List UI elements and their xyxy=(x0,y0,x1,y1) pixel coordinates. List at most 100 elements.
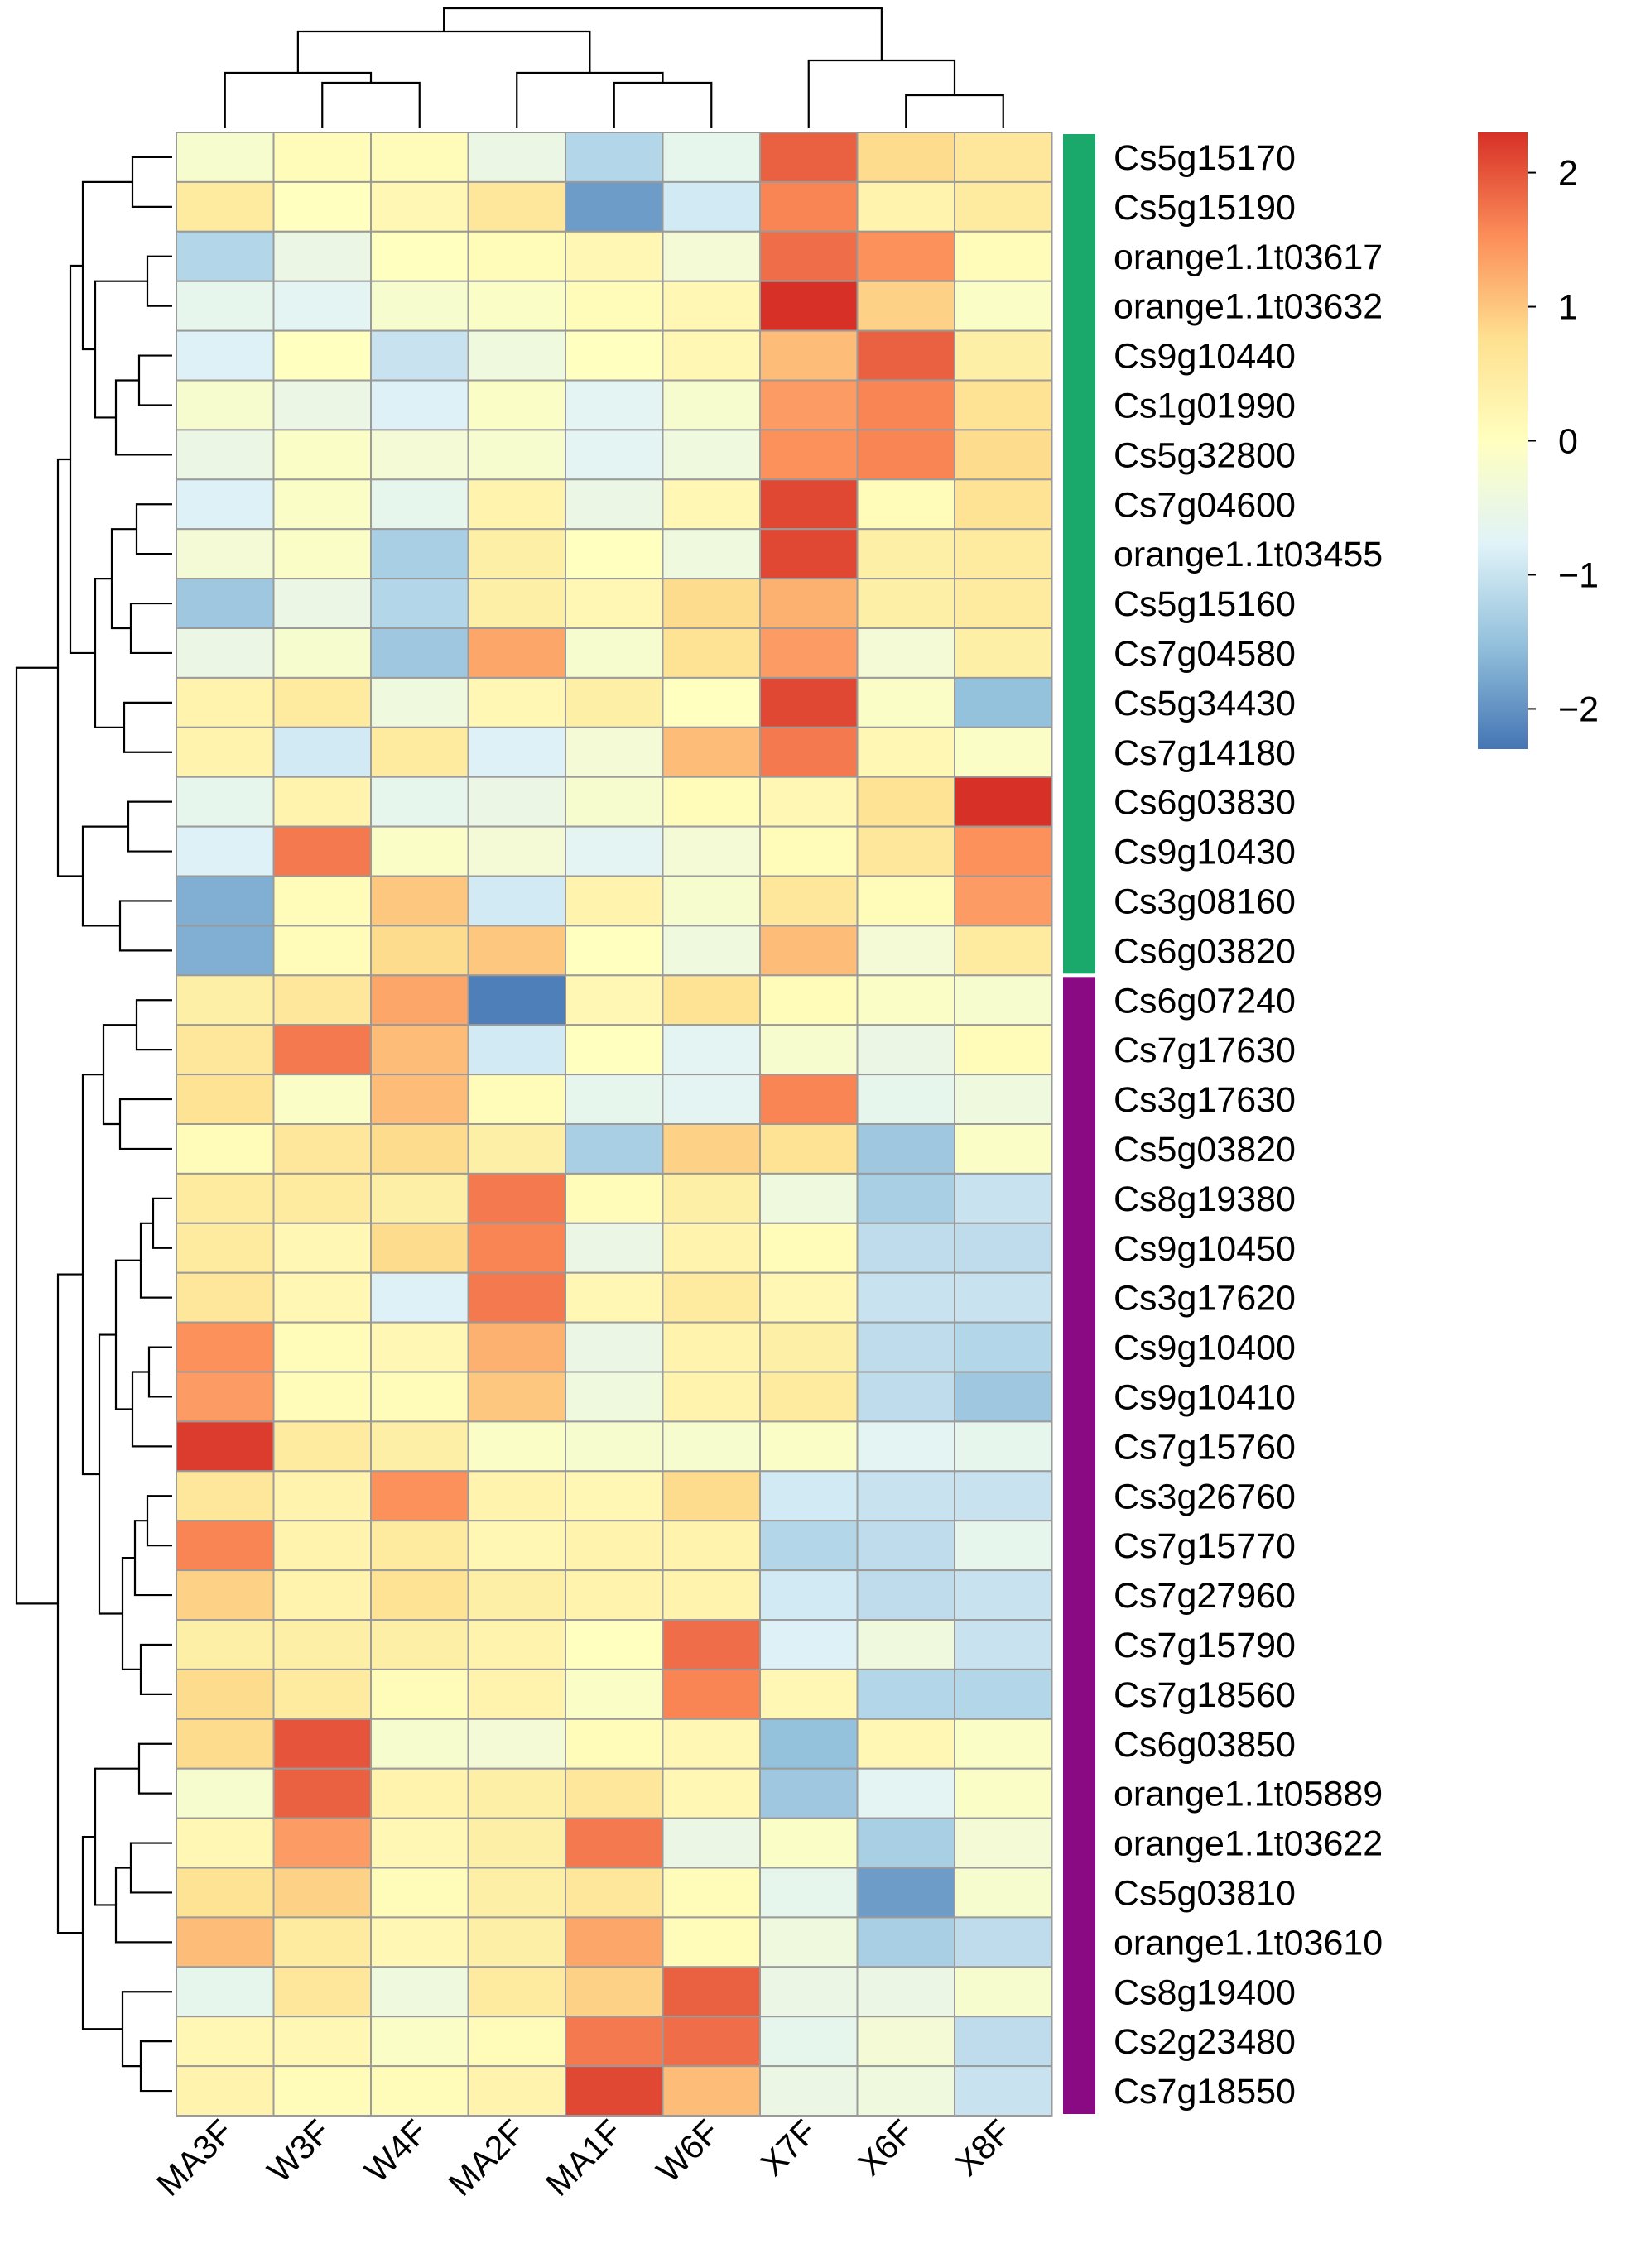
heatmap-cell xyxy=(176,1222,275,1274)
heatmap-cell xyxy=(467,230,566,282)
heatmap-cell xyxy=(176,1123,275,1175)
dendrogram-branch xyxy=(118,1098,172,1151)
heatmap-cell xyxy=(467,974,566,1026)
heatmap-cell xyxy=(856,132,955,183)
heatmap-cell xyxy=(954,1172,1053,1224)
heatmap-cell xyxy=(370,1916,469,1968)
heatmap-cell xyxy=(954,429,1053,481)
heatmap-cell xyxy=(954,1024,1053,1076)
heatmap-cell xyxy=(662,1966,761,2018)
heatmap-cell xyxy=(662,1817,761,1869)
group-bar xyxy=(1063,977,1095,2114)
colorbar-gradient xyxy=(1478,132,1528,749)
heatmap-cell xyxy=(662,1668,761,1720)
heatmap-cell xyxy=(176,1371,275,1423)
heatmap-cell xyxy=(176,132,275,183)
row-label: Cs7g18550 xyxy=(1114,2072,1296,2112)
heatmap-cell xyxy=(176,1668,275,1720)
heatmap-cell xyxy=(954,1271,1053,1324)
dendrogram-branch xyxy=(152,1197,172,1249)
row-label: Cs9g10450 xyxy=(1114,1229,1296,1269)
heatmap-cell xyxy=(759,132,859,183)
dendrogram-branch xyxy=(139,1222,172,1299)
row-label: orange1.1t03617 xyxy=(1114,238,1383,277)
heatmap-cell xyxy=(759,627,859,679)
row-label: Cs1g01990 xyxy=(1114,386,1296,425)
row-label: Cs7g14180 xyxy=(1114,733,1296,773)
heatmap-cell xyxy=(565,1916,664,1968)
heatmap-cell xyxy=(176,528,275,580)
heatmap-cell xyxy=(370,230,469,282)
colorbar-tick-label: −1 xyxy=(1558,555,1599,595)
heatmap-cell xyxy=(856,1470,955,1522)
dendrogram-branch xyxy=(137,1742,172,1795)
heatmap-cell xyxy=(272,1024,372,1076)
heatmap-cell xyxy=(662,1172,761,1224)
heatmap-cell xyxy=(467,2016,566,2068)
heatmap-cell xyxy=(565,379,664,431)
row-label: Cs7g04580 xyxy=(1114,634,1296,674)
heatmap-cell xyxy=(467,1074,566,1125)
heatmap-cell xyxy=(272,1916,372,1968)
heatmap-cell xyxy=(662,1520,761,1572)
heatmap-cell xyxy=(856,1867,955,1919)
row-label: Cs3g17620 xyxy=(1114,1279,1296,1319)
heatmap-cell xyxy=(954,1916,1053,1968)
heatmap-cell xyxy=(954,1074,1053,1125)
dendrogram-branch xyxy=(321,81,421,128)
heatmap-cell xyxy=(856,1916,955,1968)
heatmap-cell xyxy=(272,1172,372,1224)
heatmap-cell xyxy=(856,1172,955,1224)
heatmap-cell xyxy=(856,180,955,233)
heatmap-cell xyxy=(759,2065,859,2117)
dendrogram-branch xyxy=(443,7,883,60)
heatmap-cell xyxy=(176,2016,275,2068)
heatmap-cell xyxy=(370,132,469,183)
heatmap-cell xyxy=(954,1470,1053,1522)
heatmap-cell xyxy=(176,1172,275,1224)
row-label: orange1.1t03610 xyxy=(1114,1923,1383,1963)
dendrogram-branch xyxy=(135,999,172,1051)
heatmap-cell xyxy=(662,578,761,629)
heatmap-cell xyxy=(565,1817,664,1869)
heatmap-cell xyxy=(856,2065,955,2117)
dendrogram-branch xyxy=(110,528,137,630)
heatmap-cell xyxy=(370,578,469,629)
column-labels: MA3F W3F W4F MA2F MA1F W6F X7F X6F X8F xyxy=(149,2112,1018,2203)
heatmap-cell xyxy=(662,676,761,728)
heatmap-cell xyxy=(856,974,955,1026)
heatmap-cell xyxy=(467,379,566,431)
heatmap-cell xyxy=(759,1916,859,1968)
heatmap-cell xyxy=(370,1222,469,1274)
heatmap-cell xyxy=(856,379,955,431)
heatmap-cell xyxy=(370,1569,469,1621)
heatmap-cell xyxy=(759,329,859,382)
heatmap-cell xyxy=(467,627,566,679)
row-label: Cs6g03820 xyxy=(1114,931,1296,971)
heatmap-cell xyxy=(856,1668,955,1720)
heatmap-cell xyxy=(759,1123,859,1175)
heatmap-cell xyxy=(856,230,955,282)
heatmap-cell xyxy=(370,1074,469,1125)
dendrogram-branch xyxy=(56,1273,83,1934)
heatmap-cell xyxy=(856,1123,955,1175)
column-label: MA2F xyxy=(441,2112,532,2203)
heatmap-cell xyxy=(759,379,859,431)
row-group-bars xyxy=(1063,134,1095,2114)
heatmap-cell xyxy=(176,230,275,282)
heatmap-cell xyxy=(176,925,275,977)
heatmap-cell xyxy=(370,1867,469,1919)
heatmap-cell xyxy=(759,429,859,481)
heatmap-cell xyxy=(954,280,1053,332)
heatmap-cell xyxy=(954,1718,1053,1770)
dendrogram-branch xyxy=(114,1259,141,1410)
heatmap-cell xyxy=(176,1271,275,1324)
heatmap-cell xyxy=(662,776,761,828)
heatmap-cell xyxy=(954,1371,1053,1423)
heatmap-cell xyxy=(467,329,566,382)
dendrogram-branch xyxy=(139,2040,172,2093)
heatmap-cell xyxy=(467,1966,566,2018)
heatmap-cell xyxy=(662,1222,761,1274)
heatmap-cell xyxy=(370,1668,469,1720)
heatmap-cell xyxy=(662,1420,761,1473)
